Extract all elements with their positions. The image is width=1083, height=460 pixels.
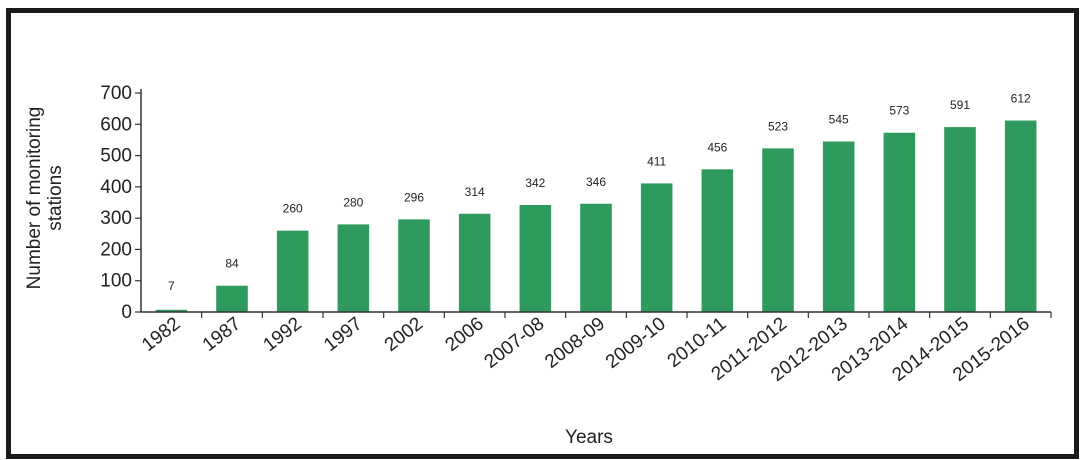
bar-value-label: 456 <box>707 140 727 154</box>
y-tick-label: 600 <box>100 114 132 135</box>
y-tick-label: 0 <box>121 302 132 323</box>
x-tick-label: 2008-09 <box>541 313 609 372</box>
x-tick-label: 1982 <box>138 313 184 356</box>
bar-value-label: 280 <box>343 195 363 209</box>
bars <box>155 120 1037 312</box>
bar <box>155 309 188 312</box>
bar <box>216 285 248 312</box>
bar-value-label: 84 <box>225 257 239 271</box>
y-tick-label: 400 <box>100 177 132 198</box>
bar-value-label: 314 <box>465 185 485 199</box>
bar-value-label: 346 <box>586 175 606 189</box>
x-tick-label: 2009-10 <box>602 313 670 372</box>
bar <box>640 183 673 312</box>
x-tick-label: 2006 <box>441 313 487 356</box>
x-tick-label: 2002 <box>381 313 427 356</box>
y-axis-ticks: 0 100 200 300 400 500 600 700 <box>100 83 141 323</box>
y-tick-label: 700 <box>100 83 132 104</box>
bar-value-label: 342 <box>525 176 545 190</box>
bar <box>883 132 916 312</box>
x-axis-title: Years <box>565 427 613 448</box>
bar-value-label: 591 <box>950 98 970 112</box>
bar <box>580 203 612 312</box>
bar <box>944 127 976 312</box>
chart-frame: 0 100 200 300 400 500 600 700 1982 1987 1992 1997 2… <box>6 8 1079 459</box>
y-tick-label: 100 <box>100 271 132 292</box>
bar-value-label: 7 <box>168 279 175 293</box>
bar-value-label: 260 <box>283 202 303 216</box>
bar <box>337 224 370 312</box>
bar-chart: 0 100 200 300 400 500 600 700 1982 1987 1992 1997 2… <box>24 83 1052 448</box>
bar <box>701 169 734 312</box>
x-tick-label: 1992 <box>259 313 305 356</box>
bar <box>458 213 491 312</box>
bar <box>519 205 552 312</box>
x-tick-label: 2007-08 <box>481 313 549 372</box>
x-tick-label: 1987 <box>199 313 245 356</box>
y-axis-title-line-2: stations <box>45 165 66 230</box>
bar-value-label: 573 <box>889 104 909 118</box>
y-axis-title-line-1: Number of monitoring <box>24 107 45 290</box>
x-axis-ticks: 1982 1987 1992 1997 2002 20062007-082008-0920… <box>138 312 1052 386</box>
data-labels: 7 84 260 280 296 314 342 346 411 456 523 545 573 591 6… <box>168 92 1031 293</box>
bar <box>822 141 855 312</box>
x-tick-label: 1997 <box>320 313 366 356</box>
bar-value-label: 545 <box>829 112 849 126</box>
bar <box>762 148 794 312</box>
bar-value-label: 296 <box>404 190 424 204</box>
bar-value-label: 523 <box>768 119 788 133</box>
y-tick-label: 300 <box>100 208 132 229</box>
y-tick-label: 200 <box>100 239 132 260</box>
bar <box>398 219 430 312</box>
bar <box>1004 120 1037 312</box>
bar-value-label: 411 <box>647 154 666 168</box>
bar <box>276 230 309 312</box>
axes <box>140 89 1051 313</box>
y-tick-label: 500 <box>100 146 132 167</box>
bar-value-label: 612 <box>1011 92 1031 106</box>
